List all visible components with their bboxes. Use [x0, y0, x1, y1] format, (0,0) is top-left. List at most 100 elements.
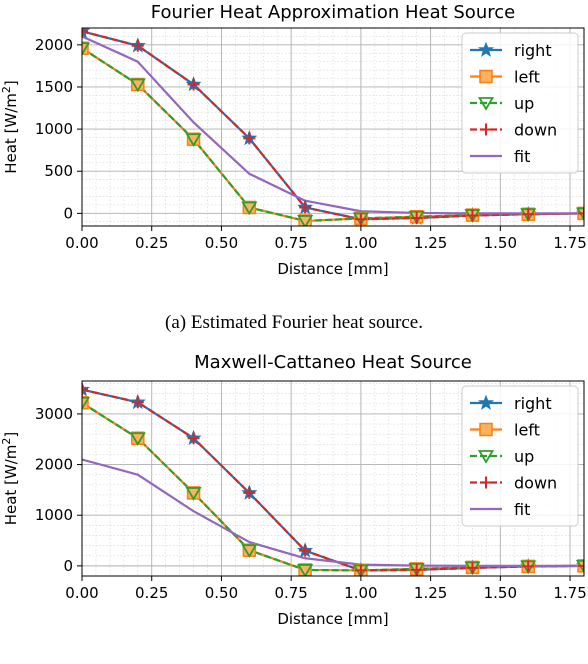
- y-axis-label: Heat [W/m2]: [0, 80, 20, 174]
- data-point-left: [298, 214, 312, 226]
- legend-label-up: up: [514, 94, 534, 113]
- y-axis-label-superscript: 2: [0, 86, 13, 93]
- data-point-up: [241, 201, 258, 216]
- x-tick-label: 1.50: [484, 234, 517, 252]
- data-point-right: [82, 28, 91, 39]
- y-tick-label: 0: [63, 204, 73, 222]
- data-point-down: [354, 213, 367, 226]
- x-tick-label: 1.75: [553, 584, 586, 602]
- x-tick-label: 1.25: [414, 584, 447, 602]
- x-tick-label: 0.00: [65, 584, 98, 602]
- x-axis-label: Distance [mm]: [277, 260, 388, 278]
- x-tick-label: 0.50: [205, 234, 238, 252]
- legend-marker-left: [479, 422, 493, 437]
- data-point-down: [299, 544, 312, 557]
- data-point-down: [466, 561, 479, 574]
- data-point-up: [297, 215, 314, 226]
- legend: right left up down fit: [461, 385, 579, 527]
- data-point-up: [82, 42, 91, 56]
- data-point-down: [187, 78, 200, 91]
- chart-panel-2: 0.00 0.25 0.50 0.75 1.00 1.25 1.50 1.75 0 1000 200…: [0, 352, 587, 628]
- legend-label-down: down: [514, 121, 557, 140]
- legend-box: [461, 385, 579, 527]
- x-tick-label: 1.25: [414, 234, 447, 252]
- data-point-down: [131, 39, 144, 52]
- chart-title: Maxwell-Cattaneo Heat Source: [194, 352, 472, 373]
- x-tick-label: 0.25: [135, 234, 168, 252]
- axes-frame: [81, 380, 585, 577]
- data-point-down: [354, 564, 367, 576]
- legend-marker-right: [477, 41, 495, 57]
- data-point-up: [129, 432, 146, 447]
- data-point-up: [185, 487, 202, 501]
- x-tick-label: 0.75: [274, 234, 307, 252]
- x-tick-label: 0.75: [274, 584, 307, 602]
- data-point-down: [466, 209, 479, 222]
- series-line-fit: [82, 458, 584, 567]
- legend-marker-down: [480, 476, 492, 489]
- data-point-down: [522, 208, 535, 221]
- y-tick-label: 1000: [35, 120, 73, 138]
- x-tick-label: 0.00: [65, 234, 98, 252]
- plot-area: [82, 28, 584, 226]
- legend-label-fit: fit: [514, 147, 530, 166]
- data-point-down: [578, 207, 584, 220]
- data-point-up: [297, 564, 314, 576]
- y-tick-label: 3000: [35, 405, 73, 423]
- y-axis-label-main: Heat [W/m: [2, 445, 20, 526]
- y-tick-label: 2000: [35, 456, 73, 474]
- y-axis-label: Heat [W/m2]: [0, 432, 20, 526]
- y-axis-label-end: ]: [2, 80, 20, 86]
- legend-marker-left: [479, 69, 493, 84]
- series-line-up: [82, 47, 584, 223]
- data-point-up: [129, 78, 146, 93]
- y-axis-label-main: Heat [W/m: [2, 93, 20, 174]
- data-point-up: [185, 133, 202, 147]
- legend-marker-up: [477, 450, 495, 464]
- y-tick-label: 500: [44, 162, 73, 180]
- x-tick-label: 1.50: [484, 584, 517, 602]
- plot-area: [82, 381, 584, 576]
- data-point-down: [410, 211, 423, 224]
- chart-title: Fourier Heat Approximation Heat Source: [151, 2, 515, 23]
- legend-label-left: left: [514, 68, 540, 87]
- data-point-down: [82, 383, 88, 396]
- data-point-down: [578, 559, 584, 572]
- data-point-down: [243, 486, 256, 499]
- legend-marker-right: [477, 394, 495, 410]
- x-tick-label: 1.00: [344, 234, 377, 252]
- y-axis-label-end: ]: [2, 432, 20, 438]
- data-point-down: [299, 201, 312, 214]
- x-tick-label: 0.25: [135, 584, 168, 602]
- data-point-down: [522, 560, 535, 573]
- axes-frame: [81, 27, 585, 227]
- series-line-fit: [82, 35, 584, 215]
- data-point-down: [410, 563, 423, 576]
- legend-label-right: right: [514, 394, 552, 413]
- legend-box: [461, 32, 579, 174]
- y-tick-label: 1000: [35, 506, 73, 524]
- data-point-down: [243, 132, 256, 145]
- data-point-down: [187, 432, 200, 445]
- data-point-up: [241, 544, 258, 558]
- y-axis-label-superscript: 2: [0, 438, 13, 445]
- y-tick-label: 1500: [35, 78, 73, 96]
- x-tick-label: 1.75: [553, 234, 586, 252]
- x-axis-label: Distance [mm]: [277, 610, 388, 628]
- legend-label-down: down: [514, 474, 557, 493]
- legend-marker-down: [480, 123, 492, 136]
- legend-label-fit: fit: [514, 500, 530, 519]
- legend: right left up down fit: [461, 32, 579, 174]
- legend-marker-up: [477, 97, 495, 111]
- y-tick-label: 2000: [35, 36, 73, 54]
- x-tick-label: 0.50: [205, 584, 238, 602]
- figure-caption: (a) Estimated Fourier heat source.: [165, 312, 423, 333]
- legend-label-up: up: [514, 447, 534, 466]
- data-point-down: [131, 396, 144, 409]
- y-tick-label: 0: [63, 557, 73, 575]
- legend-label-left: left: [514, 421, 540, 440]
- series-line-down: [82, 30, 584, 221]
- x-tick-label: 1.00: [344, 584, 377, 602]
- series-line-up: [82, 401, 584, 572]
